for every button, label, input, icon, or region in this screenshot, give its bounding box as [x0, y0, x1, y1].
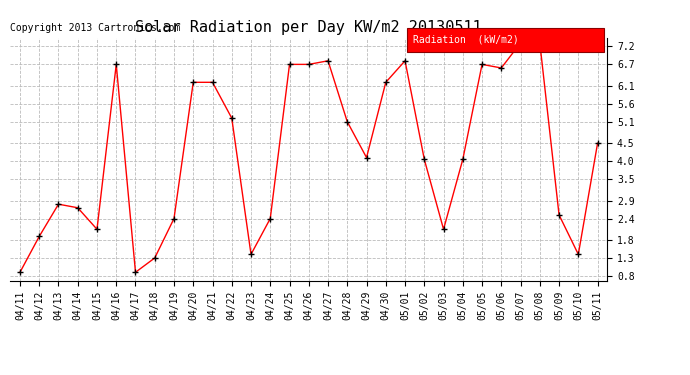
- Text: Copyright 2013 Cartronics.com: Copyright 2013 Cartronics.com: [10, 22, 181, 33]
- Text: Radiation  (kW/m2): Radiation (kW/m2): [413, 35, 519, 45]
- Title: Solar Radiation per Day KW/m2 20130511: Solar Radiation per Day KW/m2 20130511: [135, 20, 482, 35]
- Bar: [407, 28, 604, 52]
